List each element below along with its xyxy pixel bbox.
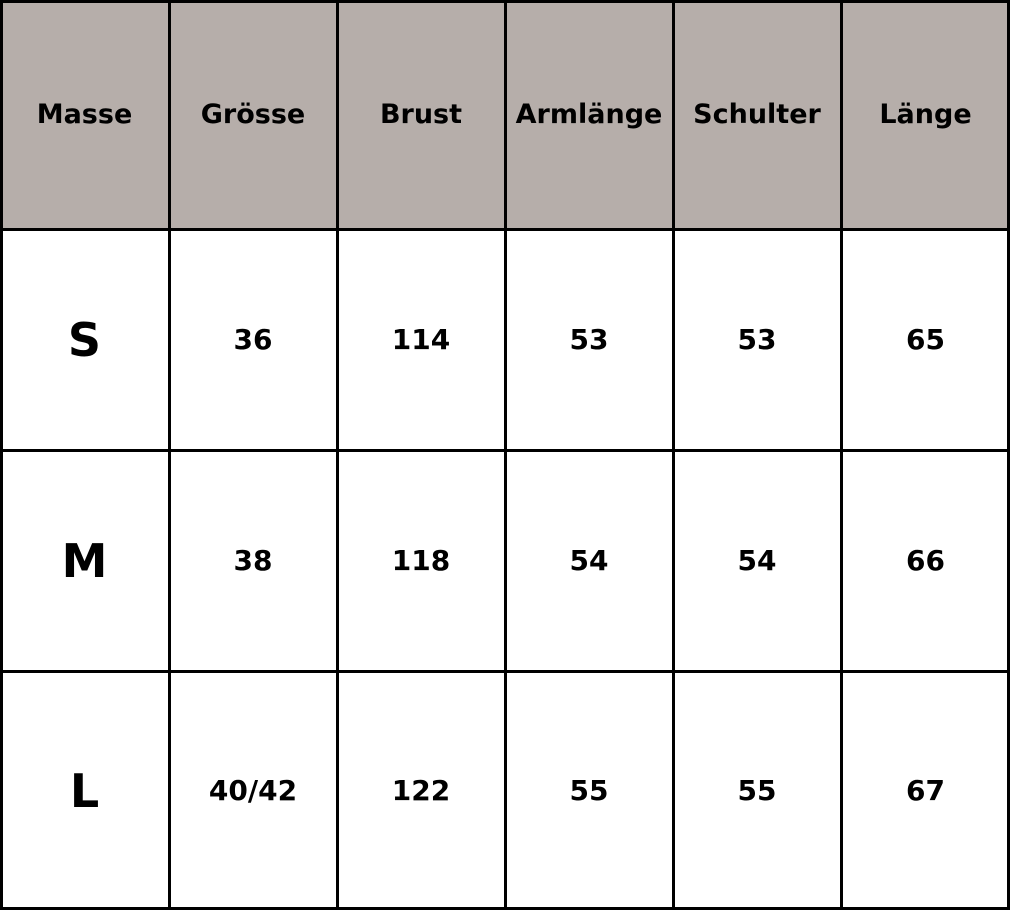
table-cell: 36	[169, 229, 337, 450]
table-cell: 55	[505, 671, 673, 910]
header-cell: Brust	[337, 0, 505, 229]
table-cell: 53	[505, 229, 673, 450]
table-cell: 53	[673, 229, 841, 450]
table-cell: 38	[169, 450, 337, 671]
table-cell: 118	[337, 450, 505, 671]
header-cell: Grösse	[169, 0, 337, 229]
column-divider	[168, 0, 171, 910]
table-cell: 55	[673, 671, 841, 910]
row-divider	[0, 907, 1010, 910]
row-divider	[0, 228, 1010, 231]
size-label-cell: S	[0, 229, 169, 450]
column-divider	[0, 0, 3, 910]
table-cell: 67	[841, 671, 1010, 910]
table-cell: 66	[841, 450, 1010, 671]
header-cell: Armlänge	[505, 0, 673, 229]
row-divider	[0, 0, 1010, 3]
header-cell: Masse	[0, 0, 169, 229]
header-cell: Länge	[841, 0, 1010, 229]
table-cell: 54	[673, 450, 841, 671]
row-divider	[0, 670, 1010, 673]
column-divider	[840, 0, 843, 910]
header-cell: Schulter	[673, 0, 841, 229]
column-divider	[336, 0, 339, 910]
column-divider	[672, 0, 675, 910]
size-label-cell: L	[0, 671, 169, 910]
table-cell: 122	[337, 671, 505, 910]
table-cell: 65	[841, 229, 1010, 450]
column-divider	[504, 0, 507, 910]
table-cell: 114	[337, 229, 505, 450]
column-divider	[1007, 0, 1010, 910]
table-cell: 54	[505, 450, 673, 671]
row-divider	[0, 449, 1010, 452]
size-label-cell: M	[0, 450, 169, 671]
table-cell: 40/42	[169, 671, 337, 910]
